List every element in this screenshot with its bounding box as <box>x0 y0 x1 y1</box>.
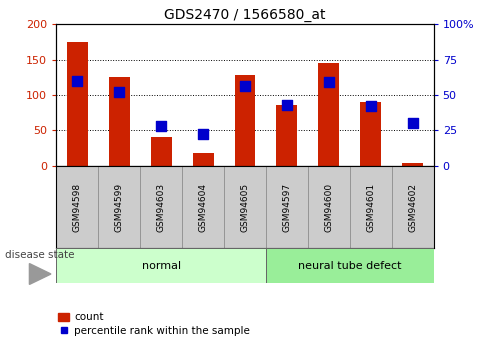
Text: GSM94598: GSM94598 <box>73 183 82 231</box>
Title: GDS2470 / 1566580_at: GDS2470 / 1566580_at <box>164 8 326 22</box>
Text: disease state: disease state <box>5 250 74 260</box>
Bar <box>151 137 171 166</box>
Text: neural tube defect: neural tube defect <box>298 261 402 270</box>
Text: GSM94604: GSM94604 <box>198 183 208 231</box>
Point <box>157 123 165 129</box>
Bar <box>308 166 350 248</box>
Point <box>325 79 333 85</box>
Bar <box>193 153 214 166</box>
Point <box>74 78 81 83</box>
Bar <box>140 166 182 248</box>
Text: GSM94597: GSM94597 <box>282 183 292 231</box>
Legend: count, percentile rank within the sample: count, percentile rank within the sample <box>54 308 254 340</box>
Point <box>367 104 375 109</box>
Point <box>115 89 123 95</box>
Text: GSM94603: GSM94603 <box>157 183 166 231</box>
Bar <box>402 164 423 166</box>
Bar <box>350 166 392 248</box>
Bar <box>235 75 255 166</box>
Point <box>409 120 416 126</box>
Bar <box>56 166 98 248</box>
Text: GSM94605: GSM94605 <box>241 183 249 231</box>
Bar <box>318 63 339 166</box>
Bar <box>109 77 130 166</box>
Bar <box>266 166 308 248</box>
Text: normal: normal <box>142 261 181 270</box>
FancyArrow shape <box>29 264 51 284</box>
Text: GSM94602: GSM94602 <box>408 183 417 231</box>
Bar <box>98 166 140 248</box>
Text: GSM94601: GSM94601 <box>366 183 375 231</box>
Point <box>199 132 207 137</box>
Bar <box>266 248 434 283</box>
Bar <box>276 105 297 166</box>
Point <box>241 83 249 89</box>
Text: GSM94599: GSM94599 <box>115 183 124 231</box>
Bar <box>182 166 224 248</box>
Bar <box>224 166 266 248</box>
Bar <box>360 102 381 166</box>
Text: GSM94600: GSM94600 <box>324 183 333 231</box>
Bar <box>67 42 88 166</box>
Point <box>283 102 291 108</box>
Bar <box>56 248 266 283</box>
Bar <box>392 166 434 248</box>
